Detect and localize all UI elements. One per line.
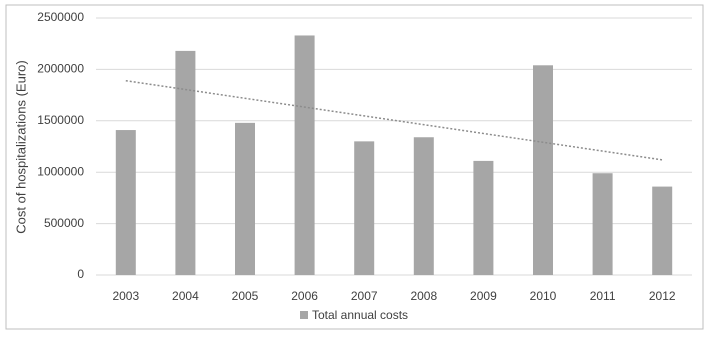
bar xyxy=(294,35,315,276)
y-tick-label: 0 xyxy=(77,267,84,281)
y-tick-label: 1500000 xyxy=(37,113,84,127)
x-tick-label: 2012 xyxy=(649,289,676,303)
y-tick-label: 2000000 xyxy=(37,62,84,76)
bar xyxy=(652,186,673,275)
bar xyxy=(413,137,434,275)
x-tick-label: 2007 xyxy=(351,289,378,303)
y-tick-label: 500000 xyxy=(44,216,84,230)
x-tick-label: 2010 xyxy=(530,289,557,303)
bar xyxy=(473,160,494,275)
x-tick-label: 2004 xyxy=(172,289,199,303)
x-tick-label: 2011 xyxy=(590,289,616,303)
legend-swatch xyxy=(300,311,308,319)
bar xyxy=(235,122,255,275)
y-tick-label: 1000000 xyxy=(37,164,84,178)
y-tick-label: 2500000 xyxy=(37,10,84,24)
bar xyxy=(592,173,613,275)
x-tick-label: 2008 xyxy=(410,289,437,303)
x-tick-label: 2006 xyxy=(291,289,318,303)
bar xyxy=(175,50,196,276)
x-tick-label: 2005 xyxy=(232,289,259,303)
bar xyxy=(533,65,553,276)
bar xyxy=(115,130,136,275)
bar xyxy=(354,141,375,275)
x-tick-label: 2009 xyxy=(470,289,497,303)
legend-label: Total annual costs xyxy=(312,308,408,322)
y-axis-label: Cost of hospitalizations (Euro) xyxy=(13,60,28,233)
x-tick-label: 2003 xyxy=(112,289,139,303)
